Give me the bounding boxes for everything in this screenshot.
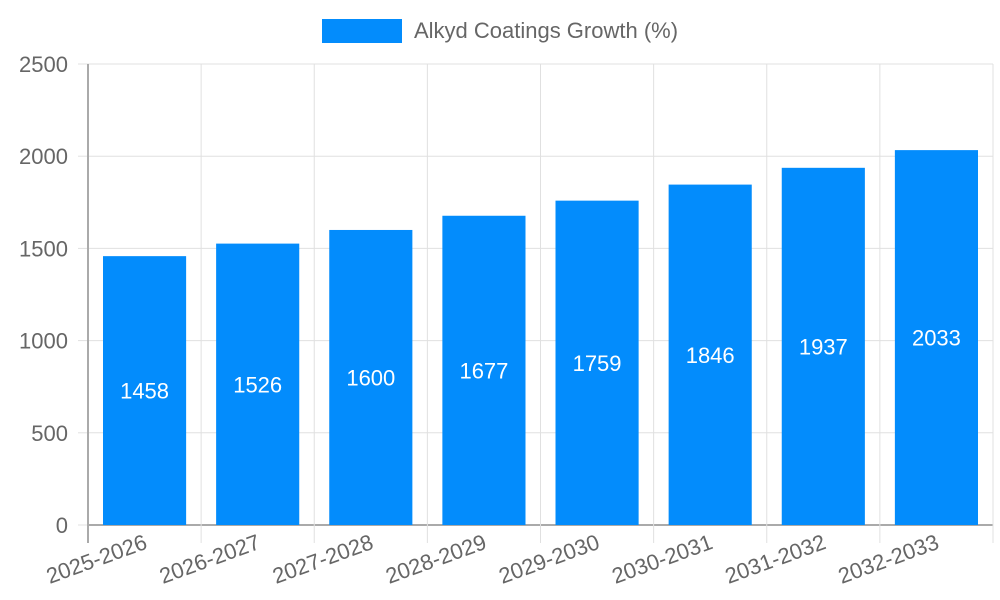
x-tick-label: 2026-2027 [156, 529, 263, 588]
bar-value-label: 1759 [573, 351, 622, 376]
legend-label[interactable]: Alkyd Coatings Growth (%) [413, 18, 679, 43]
chart-legend: Alkyd Coatings Growth (%) [0, 18, 1000, 44]
x-tick-label: 2028-2029 [382, 529, 489, 588]
x-tick-label: 2027-2028 [269, 529, 376, 588]
bar[interactable] [894, 150, 978, 525]
x-tick-label: 2031-2032 [722, 529, 829, 588]
bar-value-label: 1937 [799, 334, 848, 359]
y-tick-label: 2000 [19, 144, 68, 169]
x-tick-label: 2030-2031 [608, 529, 715, 588]
y-tick-label: 500 [31, 421, 68, 446]
legend-swatch[interactable] [321, 19, 402, 43]
bar[interactable] [781, 167, 865, 525]
x-tick-label: 2029-2030 [495, 529, 602, 588]
bar-value-label: 2033 [912, 326, 961, 351]
bar-value-label: 1600 [346, 365, 395, 390]
y-tick-label: 0 [56, 513, 68, 538]
bar[interactable] [668, 184, 752, 525]
bar[interactable] [442, 215, 526, 525]
bar[interactable] [329, 229, 413, 525]
bar-value-label: 1677 [459, 358, 508, 383]
bar[interactable] [216, 243, 300, 526]
bar-value-label: 1526 [233, 372, 282, 397]
y-tick-label: 1500 [19, 236, 68, 261]
y-tick-label: 1000 [19, 329, 68, 354]
bar-value-label: 1846 [686, 343, 735, 368]
x-tick-label: 2025-2026 [43, 529, 150, 588]
bar[interactable] [103, 256, 187, 525]
bar-value-label: 1458 [120, 379, 169, 404]
bar[interactable] [555, 200, 639, 526]
x-tick-label: 2032-2033 [835, 529, 942, 588]
y-tick-label: 2500 [19, 52, 68, 77]
